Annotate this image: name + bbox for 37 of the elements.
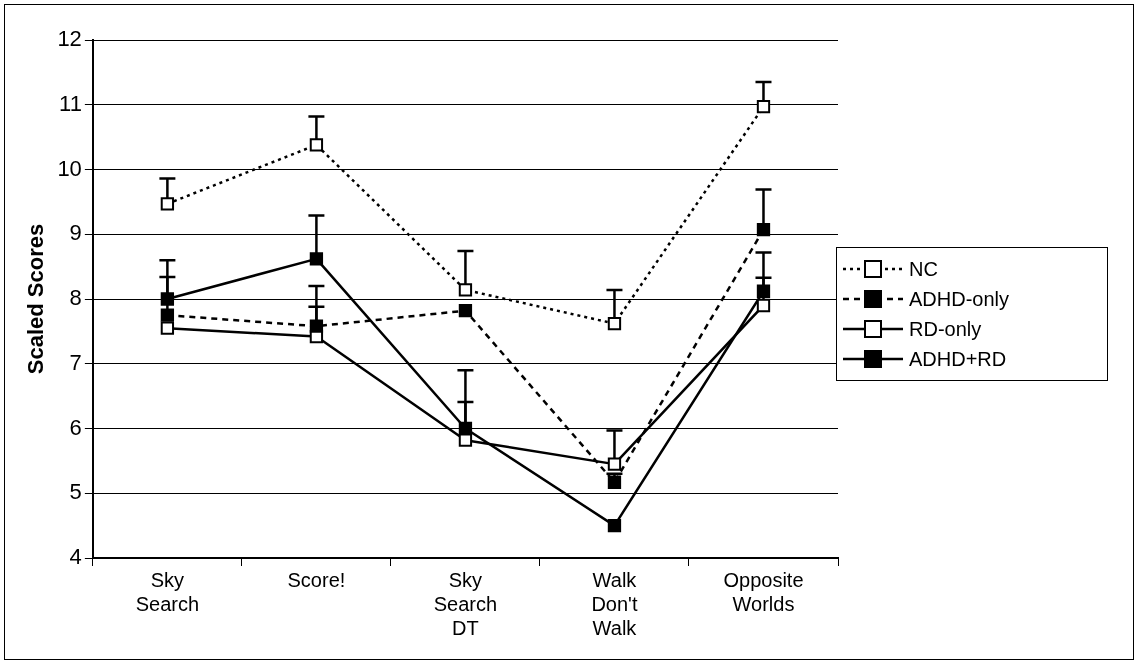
- legend-label: NC: [909, 257, 938, 281]
- legend-label: ADHD+RD: [909, 347, 1007, 371]
- point: [756, 284, 771, 298]
- y-tick-label: 4: [69, 544, 82, 570]
- point: [160, 321, 175, 335]
- point: [458, 433, 473, 447]
- y-tick-label: 7: [69, 349, 82, 375]
- y-tick-label: 12: [57, 26, 82, 52]
- x-tick-label: Opposite Worlds: [723, 568, 804, 615]
- point: [309, 319, 324, 333]
- x-tick-label: Walk Don't Walk: [591, 568, 638, 639]
- point: [160, 292, 175, 306]
- point: [756, 223, 771, 237]
- x-tick-label: Score!: [287, 568, 346, 591]
- y-tick-label: 5: [69, 479, 82, 505]
- y-tick-label: 10: [57, 155, 82, 181]
- y-tick-label: 11: [59, 90, 82, 116]
- y-tick-label: 9: [69, 220, 82, 246]
- point: [607, 316, 622, 331]
- legend-label: RD-only: [909, 317, 982, 341]
- point: [756, 298, 771, 313]
- x-tick-label: Sky Search: [135, 568, 200, 615]
- point: [756, 100, 771, 114]
- point: [607, 475, 622, 489]
- y-tick-label: 6: [69, 414, 82, 440]
- y-tick-label: 8: [69, 285, 82, 311]
- point: [607, 457, 622, 471]
- point: [458, 304, 473, 318]
- point: [309, 252, 324, 266]
- y-axis-title: Scaled Scores: [23, 223, 49, 375]
- point: [458, 283, 473, 297]
- legend-label: ADHD-only: [909, 287, 1010, 311]
- point: [607, 518, 622, 533]
- point: [160, 308, 175, 322]
- point: [160, 197, 175, 211]
- point: [309, 138, 324, 152]
- x-tick-label: Sky Search DT: [433, 568, 498, 639]
